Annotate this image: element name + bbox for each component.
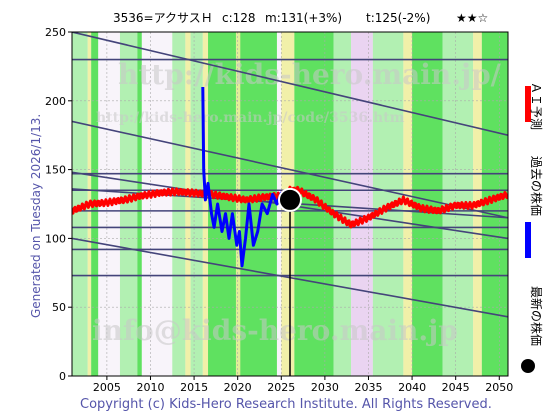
chart-header: 3536=アクサスＨ c:128 m:131(+3%) t:125(-2%) ★… — [113, 11, 488, 25]
x-tick-label: 2020 — [224, 381, 252, 394]
legend-swatch-latest — [521, 359, 535, 373]
copyright-footer: Copyright (c) Kids-Hero Research Institu… — [80, 397, 492, 412]
watermark-code-url: http://kids-hero.main.jp/code/3536.htm — [96, 110, 405, 126]
trend-line — [72, 120, 508, 219]
legend-label-past: 過去の株価 — [529, 156, 544, 216]
axis-layer: 0 50 100 150 200 250 2005 2010 2015 2020 2025 2030 2… — [45, 26, 513, 394]
plot-frame — [71, 31, 509, 377]
band-yellow — [202, 32, 209, 376]
x-tick-label: 2010 — [136, 381, 164, 394]
watermark-group: http://kids-hero.main.jp/ http://kids-he… — [92, 58, 502, 347]
band-yellow — [185, 32, 191, 376]
legend-label-ai: ＡＩ予測 — [529, 82, 543, 130]
x-tick-label: 2005 — [93, 381, 121, 394]
x-tick-label: 2025 — [267, 381, 295, 394]
mid-price-label: m:131(+3%) — [265, 11, 342, 25]
x-tick-label: 2045 — [442, 381, 470, 394]
watermark-email: info@kids-hero.main.jp — [92, 314, 458, 347]
band-light — [119, 32, 138, 376]
band-yellow — [235, 32, 241, 376]
y-tick-label: 200 — [45, 95, 66, 108]
generated-date-label: Generated on Tuesday 2026/1/13. — [29, 114, 43, 318]
watermark-url: http://kids-hero.main.jp/ — [118, 58, 502, 91]
rating-stars: ★★☆ — [456, 11, 488, 25]
band-light — [172, 32, 186, 376]
band-light — [190, 32, 203, 376]
stock-code-name: 3536=アクサスＨ — [113, 11, 213, 25]
y-tick-label: 150 — [45, 164, 66, 177]
x-tick-label: 2030 — [311, 381, 339, 394]
series-past-price-line — [201, 86, 287, 268]
x-tick-label: 2035 — [354, 381, 382, 394]
y-tick-label: 50 — [52, 301, 66, 314]
legend: ＡＩ予測 過去の株価 最新の株価 — [521, 82, 544, 373]
x-tick-label: 2040 — [398, 381, 426, 394]
series-ai-forecast-line — [72, 185, 508, 229]
x-tick-label: 2050 — [485, 381, 513, 394]
marker-layer — [278, 187, 302, 376]
legend-swatch-past — [525, 222, 531, 258]
y-tick-label: 0 — [59, 370, 66, 383]
band-light — [333, 32, 352, 376]
band-light — [72, 32, 88, 376]
band-green — [208, 32, 277, 376]
y-tick-label: 250 — [45, 26, 66, 39]
trend-line — [72, 32, 508, 136]
latest-price-marker — [278, 187, 302, 212]
x-tick-label: 2015 — [180, 381, 208, 394]
target-price-label: t:125(-2%) — [366, 11, 430, 25]
band-green — [137, 32, 142, 376]
y-tick-label: 100 — [45, 232, 66, 245]
legend-swatch-ai — [525, 86, 531, 122]
series-layer — [72, 86, 508, 268]
close-price-label: c:128 — [222, 11, 256, 25]
legend-label-latest: 最新の株価 — [529, 286, 544, 346]
